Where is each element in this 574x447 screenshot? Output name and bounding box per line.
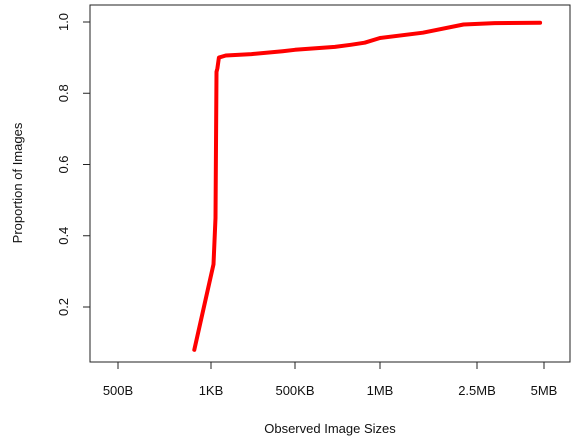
x-tick-label: 500B [103,383,133,398]
x-axis: 500B 1KB 500KB 1MB 2.5MB 5MB [103,361,558,398]
y-axis-label: Proportion of Images [10,122,25,243]
x-tick-label: 1KB [199,383,224,398]
series-line [192,20,543,352]
series-layer [192,20,543,352]
x-axis-label: Observed Image Sizes [264,421,396,436]
y-axis: 0.2 0.4 0.6 0.8 1.0 [56,13,91,316]
x-tick-label: 2.5MB [458,383,496,398]
y-tick-label: 0.4 [56,227,71,245]
y-tick-label: 0.2 [56,298,71,316]
x-tick-label: 5MB [531,383,558,398]
y-tick-label: 0.8 [56,84,71,102]
y-tick-label: 1.0 [56,13,71,31]
x-tick-label: 1MB [367,383,394,398]
x-tick-label: 500KB [275,383,314,398]
y-tick-label: 0.6 [56,155,71,173]
plot-frame [89,4,571,363]
